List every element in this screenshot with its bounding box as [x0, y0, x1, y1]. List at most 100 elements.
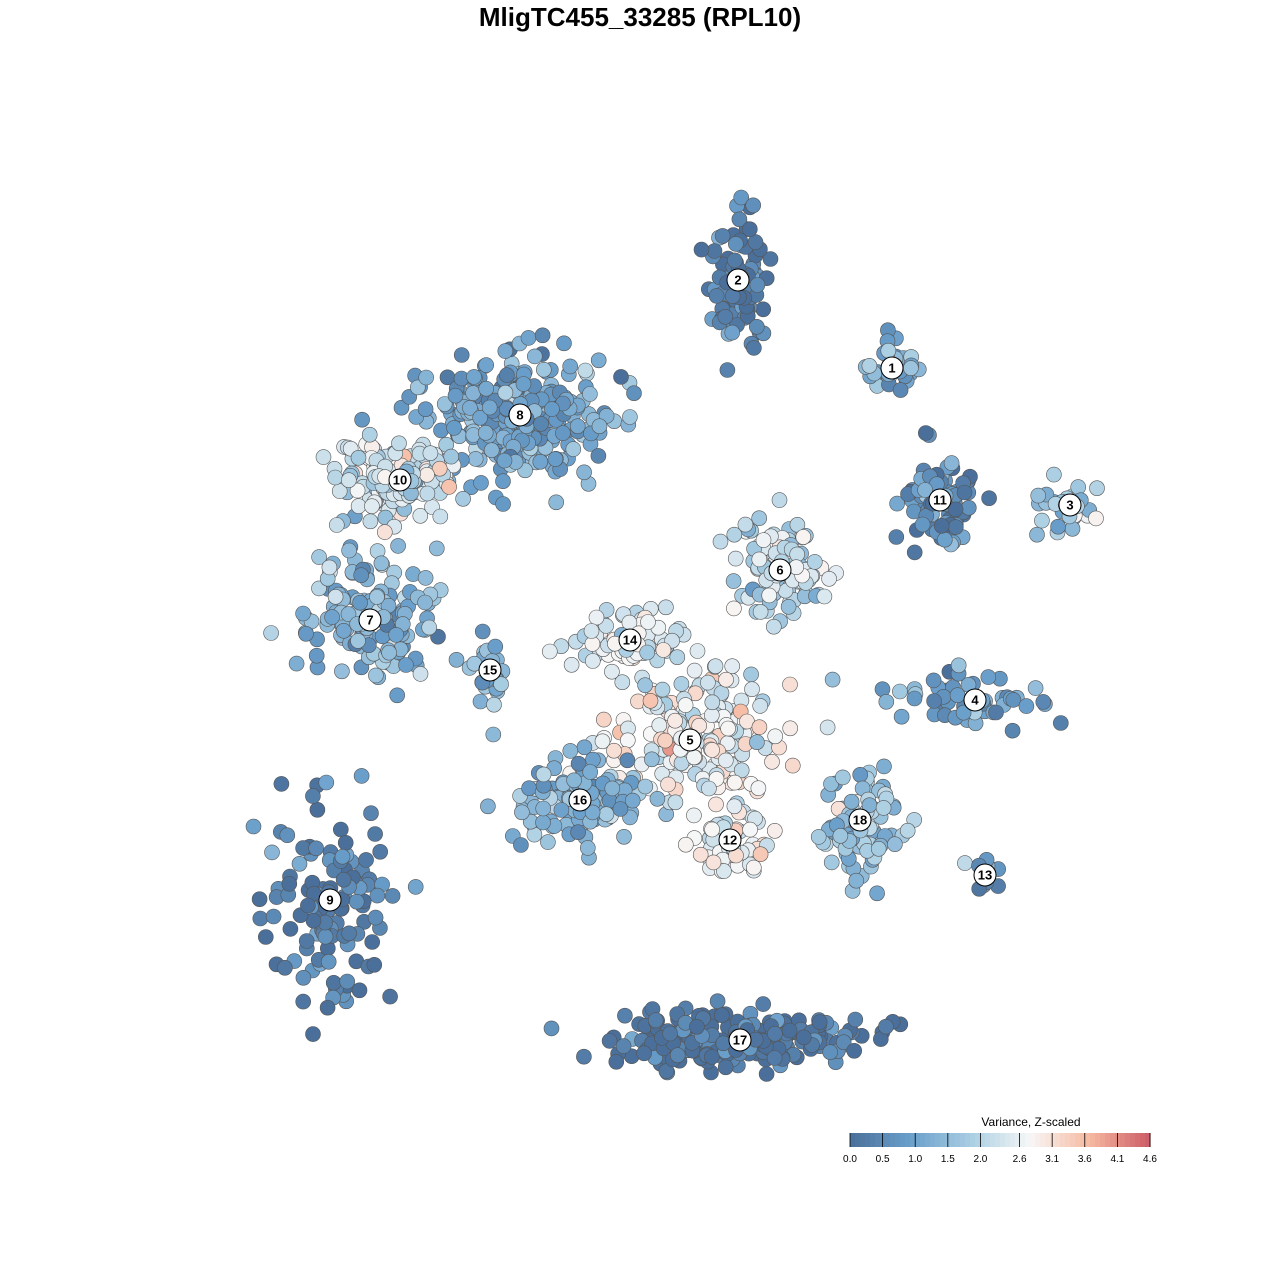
data-point	[765, 618, 782, 635]
data-point	[417, 594, 433, 611]
data-point	[726, 798, 743, 815]
data-point	[955, 704, 972, 721]
data-point	[367, 826, 383, 842]
legend-color-step	[1095, 1133, 1101, 1147]
data-point	[751, 510, 768, 527]
data-point	[317, 928, 334, 945]
data-point	[718, 671, 734, 688]
legend-color-step	[980, 1133, 986, 1147]
data-point	[547, 451, 564, 467]
data-point	[878, 1018, 894, 1035]
data-point	[305, 1026, 321, 1042]
data-point	[320, 953, 337, 970]
data-point	[706, 243, 723, 259]
data-point	[541, 643, 558, 660]
data-point	[412, 666, 429, 682]
data-point	[1070, 479, 1086, 495]
data-point	[709, 993, 726, 1010]
data-point	[369, 589, 385, 605]
data-point	[601, 1033, 618, 1049]
data-point	[513, 837, 529, 853]
data-point	[350, 498, 367, 514]
data-point	[584, 653, 601, 669]
data-point	[436, 396, 453, 412]
data-point	[660, 776, 676, 793]
data-point	[906, 690, 923, 707]
data-point	[467, 451, 484, 467]
data-point	[746, 340, 762, 356]
data-point	[576, 1048, 592, 1065]
data-point	[755, 532, 772, 548]
data-point	[466, 369, 482, 385]
data-point	[273, 776, 290, 792]
data-point	[686, 749, 702, 766]
data-point	[1005, 692, 1022, 708]
data-point	[321, 559, 338, 576]
data-point	[726, 600, 742, 617]
data-point	[624, 792, 641, 809]
data-point	[717, 752, 734, 769]
legend-color-step	[1050, 1133, 1056, 1147]
data-point	[300, 897, 316, 914]
data-point	[686, 662, 703, 679]
cluster-label-text: 13	[978, 868, 992, 883]
legend-color-step	[865, 1133, 871, 1147]
data-point	[892, 683, 908, 700]
cluster-label-circle	[678, 728, 702, 752]
data-point	[717, 308, 734, 325]
data-point	[751, 551, 768, 568]
legend-color-step	[1100, 1133, 1106, 1147]
data-point	[733, 762, 750, 779]
data-point	[852, 766, 869, 783]
data-point	[733, 189, 750, 206]
data-point	[388, 627, 405, 643]
data-point	[981, 490, 997, 507]
data-point	[358, 852, 374, 868]
legend-color-step	[1010, 1133, 1016, 1147]
data-point	[318, 774, 335, 791]
data-point	[848, 872, 865, 889]
data-point	[750, 780, 767, 797]
data-point	[888, 529, 905, 545]
cluster-label-text: 18	[853, 813, 867, 828]
legend-color-step	[1075, 1133, 1081, 1147]
data-point	[319, 999, 336, 1016]
legend-color-step	[1040, 1133, 1046, 1147]
data-point	[251, 891, 268, 908]
data-point	[889, 495, 905, 512]
data-point	[481, 399, 498, 416]
data-point	[731, 211, 748, 228]
data-point	[340, 472, 357, 489]
cluster-label-17: 17	[728, 1028, 752, 1052]
data-point	[747, 234, 764, 250]
legend-color-step	[985, 1133, 991, 1147]
data-point	[658, 599, 674, 616]
data-point	[422, 445, 439, 462]
data-point	[566, 772, 582, 789]
data-point	[441, 479, 457, 495]
legend-color-step	[1120, 1133, 1126, 1147]
legend-title: Variance, Z-scaled	[981, 1115, 1080, 1129]
data-point	[532, 453, 549, 470]
cluster-label-2: 2	[726, 268, 750, 292]
legend-color-step	[1030, 1133, 1036, 1147]
data-point	[781, 1022, 798, 1039]
data-point	[367, 909, 384, 926]
data-point	[957, 855, 973, 871]
data-point	[821, 570, 837, 587]
legend-color-step	[855, 1133, 861, 1147]
data-point	[257, 929, 274, 945]
data-point	[354, 411, 370, 428]
data-point	[295, 605, 311, 622]
data-point	[925, 672, 942, 689]
data-point	[315, 449, 332, 465]
cluster-label-text: 7	[366, 613, 373, 628]
data-point	[639, 644, 656, 661]
legend-color-step	[925, 1133, 931, 1147]
cluster-label-circle	[388, 468, 412, 492]
legend-color-step	[950, 1133, 956, 1147]
data-point	[288, 655, 305, 672]
data-point	[594, 733, 611, 750]
data-point	[334, 848, 351, 865]
data-point	[643, 751, 660, 768]
